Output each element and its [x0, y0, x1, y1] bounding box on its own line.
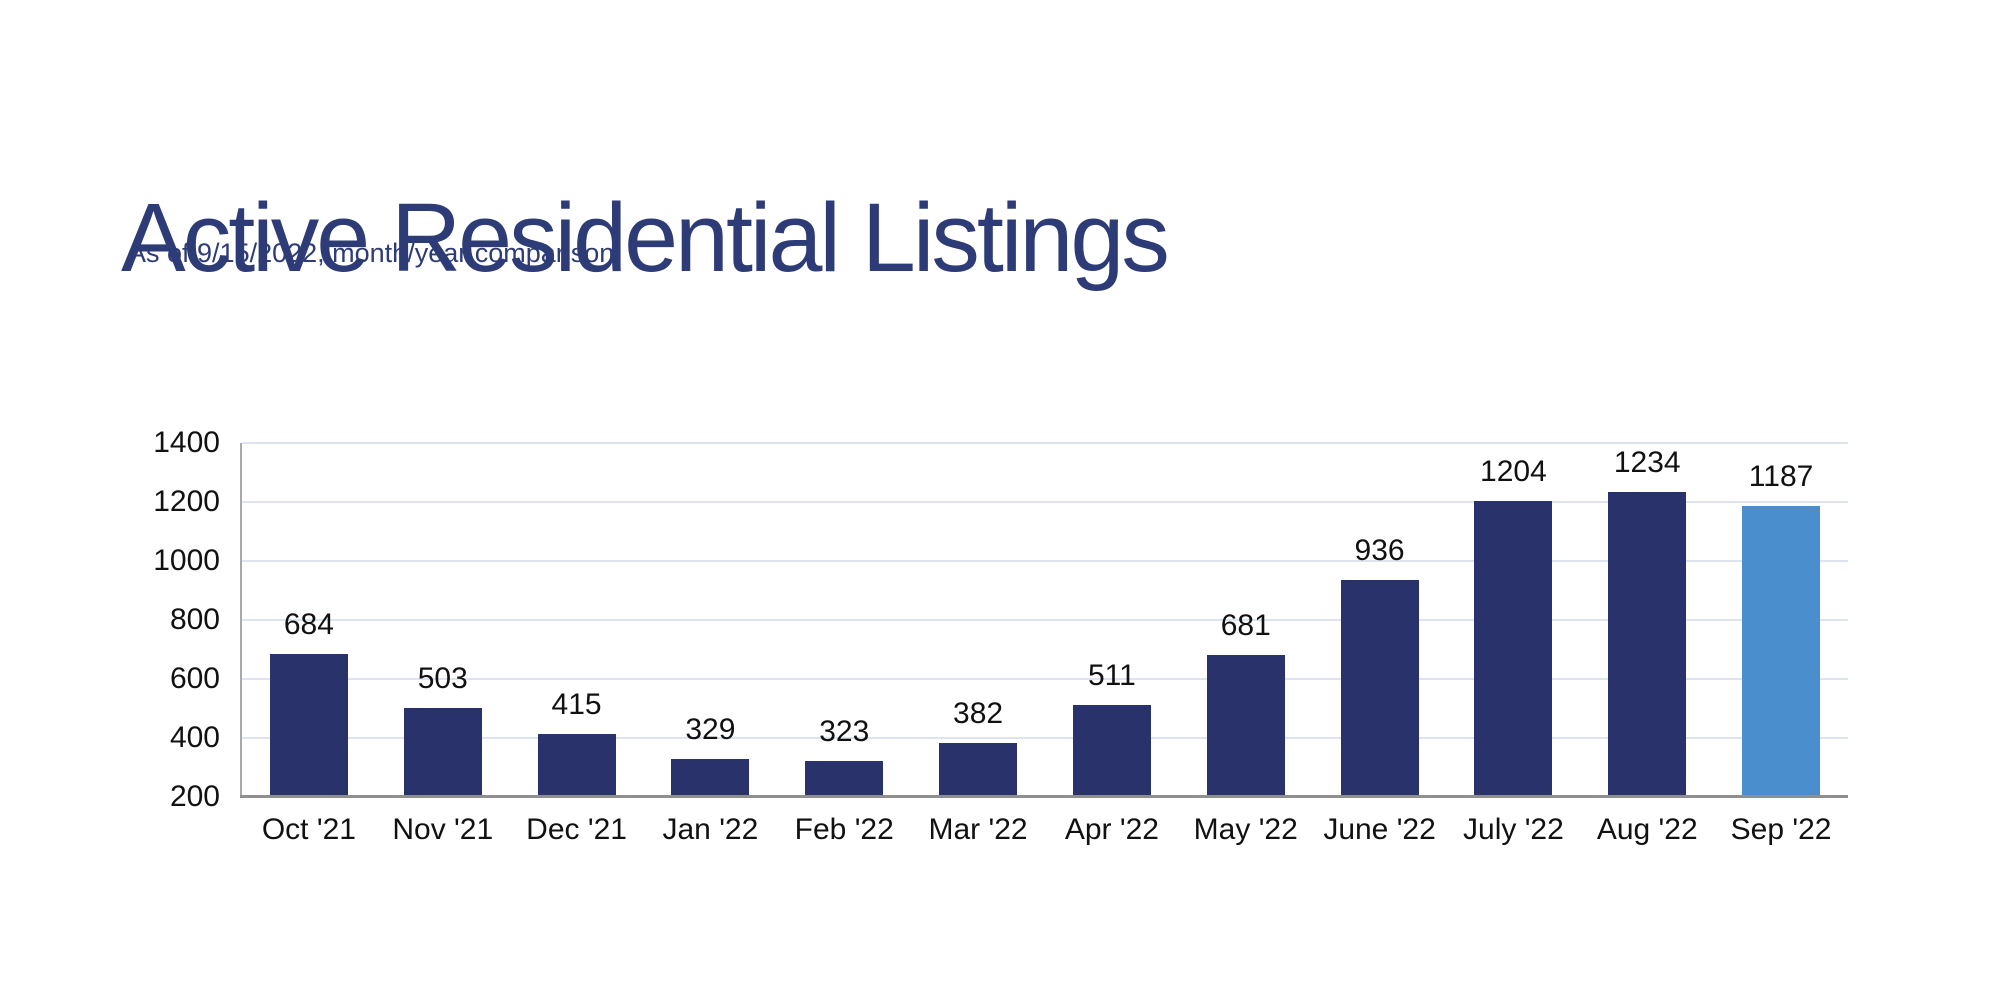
gridline — [242, 619, 1848, 621]
bar-group: 323 Feb '22 — [777, 443, 911, 846]
x-tick-label: Mar '22 — [928, 813, 1028, 846]
bar-dec-21 — [537, 733, 616, 797]
y-tick-label: 600 — [169, 662, 220, 695]
bar-sep-22 — [1742, 505, 1821, 797]
bar-value-label: 511 — [1087, 659, 1136, 693]
x-tick-label: Nov '21 — [392, 813, 494, 846]
x-tick-label: Jan '22 — [662, 813, 759, 846]
x-tick-label: July '22 — [1463, 813, 1564, 846]
bar-value-label: 1234 — [1613, 445, 1681, 479]
x-tick-label: Dec '21 — [526, 813, 627, 846]
y-axis-line — [240, 443, 242, 797]
gridline — [242, 678, 1848, 680]
gridline — [242, 501, 1848, 503]
bar-chart: 200 400 600 800 1000 1200 1400 684 Oct '21 503 No… — [153, 426, 1848, 846]
bar-value-label: 1204 — [1480, 454, 1547, 488]
x-tick-label: June '22 — [1323, 813, 1436, 846]
bar-july-22 — [1474, 500, 1553, 797]
gridline — [242, 737, 1848, 739]
bar-value-label: 415 — [551, 687, 602, 721]
bar-mar-22 — [939, 743, 1018, 797]
bar-value-label: 681 — [1220, 609, 1271, 643]
bar-may-22 — [1206, 655, 1285, 797]
gridline — [242, 560, 1848, 562]
bar-group: 1204 July '22 — [1447, 443, 1581, 846]
x-tick-label: Oct '21 — [261, 813, 356, 846]
bar-value-label: 503 — [417, 661, 468, 695]
bar-group: 503 Nov '21 — [376, 443, 510, 846]
bar-group: 684 Oct '21 — [242, 443, 376, 846]
bar-group: 511 Apr '22 — [1045, 443, 1179, 846]
bar-group: 415 Dec '21 — [510, 443, 644, 846]
x-tick-label: Apr '22 — [1064, 813, 1159, 846]
bar-value-label: 329 — [685, 712, 736, 746]
bar-value-label: 936 — [1354, 533, 1405, 567]
bar-apr-22 — [1072, 705, 1151, 797]
bar-value-label: 684 — [283, 608, 334, 642]
bar-june-22 — [1340, 579, 1419, 797]
bar-value-label: 1187 — [1748, 459, 1814, 493]
bar-group: 382 Mar '22 — [911, 443, 1045, 846]
y-tick-label: 400 — [169, 721, 220, 754]
x-tick-label: Aug '22 — [1596, 813, 1698, 846]
bar-group: 1234 Aug '22 — [1580, 443, 1714, 846]
x-tick-label: Feb '22 — [794, 813, 894, 846]
x-tick-label: May '22 — [1193, 813, 1298, 846]
y-tick-label: 200 — [169, 780, 220, 813]
y-tick-label: 800 — [169, 603, 220, 636]
bar-group: 936 June '22 — [1313, 443, 1447, 846]
y-tick-label: 1000 — [153, 544, 220, 577]
bar-oct-21 — [269, 654, 348, 797]
y-tick-label: 1400 — [153, 426, 220, 459]
page-title: Active Residential Listings — [121, 182, 1170, 292]
bar-group: 1187 Sep '22 — [1714, 443, 1848, 846]
bar-value-label: 323 — [819, 714, 870, 748]
bar-feb-22 — [805, 760, 884, 797]
bar-jan-22 — [671, 758, 750, 797]
x-axis-line — [240, 795, 1848, 798]
page-subtitle: As of 9/15/2022, month/year comparison — [128, 238, 615, 268]
bar-aug-22 — [1608, 491, 1687, 797]
bar-group: 329 Jan '22 — [644, 443, 778, 846]
gridline — [242, 442, 1848, 444]
x-tick-label: Sep '22 — [1730, 813, 1832, 846]
bar-nov-21 — [403, 707, 482, 797]
y-tick-label: 1200 — [153, 485, 220, 518]
bar-group: 681 May '22 — [1179, 443, 1313, 846]
bar-value-label: 382 — [953, 697, 1004, 731]
